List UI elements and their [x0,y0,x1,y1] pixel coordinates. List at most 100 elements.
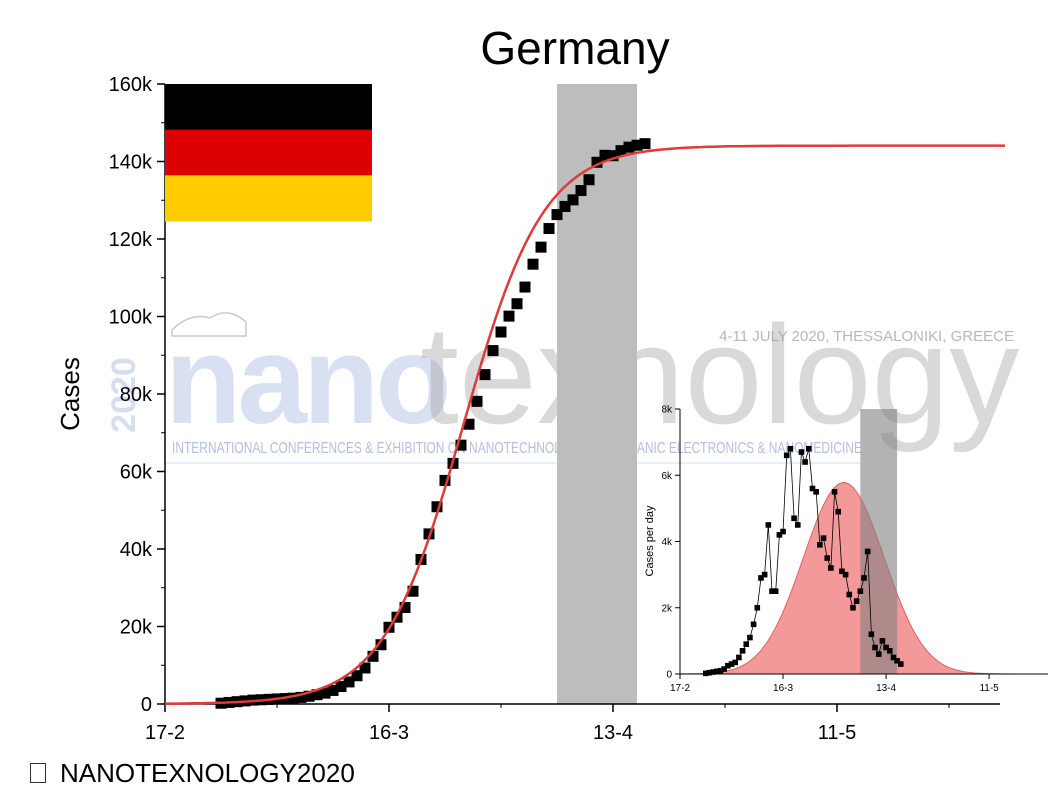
data-point [343,676,355,688]
checkbox-glyph-icon [30,763,46,783]
watermark-texnology: texnology [420,296,1019,453]
y-tick-label: 60k [120,462,153,484]
inset-data-point [853,598,860,604]
inset-data-point [872,644,878,651]
inset-data-point [798,449,805,455]
inset-x-tick-label: 11-5 [979,683,999,694]
y-tick-label: 0 [141,694,152,716]
watermark-dates: 4-11 JULY 2020, THESSALONIKI, GREECE [719,328,1014,345]
inset-data-point [794,522,801,528]
data-point [335,681,347,693]
data-point [455,439,467,451]
footer-text: NANOTEXNOLOGY2020 [60,758,355,788]
inset-data-point [710,669,716,675]
inset-data-point [817,542,823,548]
inset-data-point [864,548,871,555]
inset-data-point [802,459,808,465]
inset-data-point [743,641,750,647]
inset-x-tick-label: 17-2 [670,683,690,694]
inset-data-point [725,662,731,669]
inset-data-point [787,445,794,452]
inset-shaded-period [860,409,898,674]
inset-y-tick-label: 4k [661,537,673,548]
data-point [375,639,387,651]
data-point [543,223,555,235]
inset-data-point [839,568,845,575]
inset-data-point [883,644,889,651]
inset-data-point [754,604,761,611]
chart-title: Germany [480,22,669,74]
y-axis-label: Cases [55,357,85,431]
inset-data-point [717,667,724,674]
inset-data-point [761,571,768,578]
data-point [535,241,547,253]
inset-data-point [747,634,753,641]
data-point [567,194,579,206]
inset-y-tick-label: 0 [666,670,672,681]
data-point [311,689,323,701]
y-tick-label: 120k [109,229,153,251]
data-point [591,156,603,168]
data-point [303,690,315,702]
x-tick-label: 17-2 [145,722,185,744]
data-point [607,150,619,162]
inset-y-tick-label: 8k [661,405,673,416]
y-tick-label: 20k [120,617,153,639]
inset-y-axis-label: Cases per day [644,505,656,576]
flag-stripe-1 [165,84,372,131]
inset-x-tick-label: 13-4 [876,683,896,694]
flag-stripe-2 [165,129,372,176]
y-tick-label: 140k [109,152,153,174]
x-tick-label: 16-3 [369,722,409,744]
watermark-building-icon [171,312,247,337]
inset-data-point [791,515,797,522]
data-point [575,185,587,197]
y-tick-label: 40k [120,539,153,561]
inset-data-point [765,522,772,528]
inset-data-point [772,588,779,594]
data-point [295,691,307,703]
fit-curve [164,144,1005,705]
inset-data-point [824,555,830,561]
inset-data-point [758,575,764,581]
inset-data-point [831,489,838,495]
inset-data-point [886,648,893,654]
data-point [559,200,571,212]
watermark-nano: nano [165,311,448,450]
footer: NANOTEXNOLOGY2020 [30,756,355,790]
inset-data-point [728,661,735,667]
inset-data-point [820,535,827,541]
x-tick-label: 13-4 [593,722,633,744]
y-tick-label: 100k [109,307,153,329]
data-point [423,528,435,540]
inset-data-point [868,631,875,638]
inset-data-point [894,657,900,664]
data-point [351,670,363,682]
inset-y-tick-label: 2k [661,603,673,614]
data-point [519,281,531,293]
watermark-subtitle: INTERNATIONAL CONFERENCES & EXHIBITION O… [172,440,862,457]
data-point [551,209,563,221]
data-point [599,149,611,161]
inset-plot: 0 2k 4k 6k 8k 17-2 16-3 13-4 11-5 Cases per day [644,405,1048,694]
inset-data-point [846,591,853,598]
data-point [527,258,539,270]
inset-data-point [732,659,738,666]
inset-data-point [714,668,720,675]
main-plot: Germany Cases 0 20k 40k 60k 80k 100k 120k 140k 160… [55,22,1005,744]
inset-data-point [828,565,834,571]
flag-stripe-3 [165,175,372,222]
inset-data-point [769,588,775,594]
data-point [287,692,299,704]
data-point [511,298,523,310]
data-point [319,687,331,699]
y-tick-label: 160k [109,74,153,96]
inset-data-point [739,648,746,654]
inset-data-point [806,445,812,452]
data-point [439,474,451,486]
data-point [623,141,635,153]
data-point [615,145,627,157]
inset-data-point [861,575,867,581]
inset-data-point [706,669,713,676]
